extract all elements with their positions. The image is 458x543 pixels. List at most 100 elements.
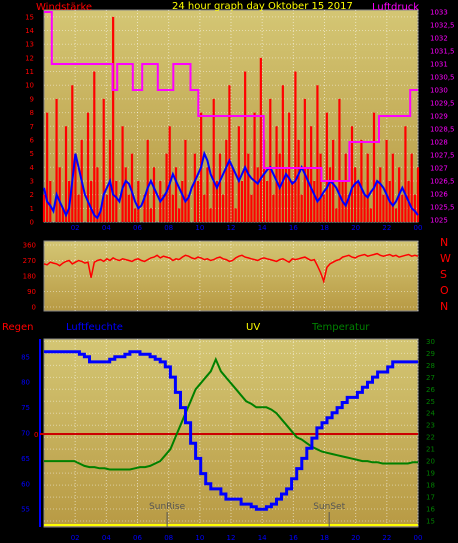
sunset-label: SunSet <box>313 502 345 512</box>
x-tick-label: 14 <box>258 534 267 542</box>
x-tick-label: 22 <box>382 224 391 232</box>
humidity-axis-label: Luftfeuchte <box>66 322 123 333</box>
humidity-tick-label: 80 <box>21 379 30 387</box>
temperature-tick-label: 17 <box>426 494 435 502</box>
temperature-tick-label: 26 <box>426 386 435 394</box>
x-tick-label: 04 <box>102 534 111 542</box>
direction-tick-label: 90 <box>27 288 36 296</box>
x-tick-label: 20 <box>351 534 360 542</box>
x-tick-label: 22 <box>382 534 391 542</box>
x-tick-label: 02 <box>71 224 80 232</box>
sunset-marker: SunSet <box>313 502 346 527</box>
wind-tick-label: 3 <box>30 177 34 185</box>
x-tick-label: 12 <box>227 224 236 232</box>
temperature-tick-label: 21 <box>426 446 435 454</box>
direction-tick-label: 180 <box>23 273 36 281</box>
x-tick-label: 14 <box>258 224 267 232</box>
pressure-tick-label: 1026 <box>430 191 448 199</box>
direction-tick-label: 0 <box>32 304 36 312</box>
temperature-tick-label: 20 <box>426 458 435 466</box>
temperature-tick-label: 29 <box>426 350 435 358</box>
pressure-tick-label: 1031 <box>430 61 448 69</box>
wind-tick-label: 5 <box>30 150 34 158</box>
uv-label: UV <box>246 322 260 333</box>
x-tick-label: 18 <box>320 534 329 542</box>
wind-tick-label: 11 <box>25 68 34 76</box>
pressure-tick-label: 1027 <box>430 165 448 173</box>
temperature-tick-label: 23 <box>426 422 435 430</box>
temperature-tick-label: 27 <box>426 374 435 382</box>
x-tick-label: 18 <box>320 224 329 232</box>
sunrise-label: SunRise <box>149 502 186 512</box>
x-tick-label: 08 <box>164 534 173 542</box>
humidity-tick-label: 55 <box>21 506 30 514</box>
direction-tick-label: 360 <box>23 242 36 250</box>
humidity-line <box>44 350 418 511</box>
x-tick-label: 16 <box>289 534 298 542</box>
wind-x-ticks: 02 04 06 08 10 12 14 16 18 20 22 00 <box>71 224 423 232</box>
wind-tick-label: 15 <box>25 13 34 21</box>
pressure-tick-label: 1032 <box>430 35 448 43</box>
temperature-tick-label: 28 <box>426 362 435 370</box>
humidity-tick-label: 70 <box>21 430 30 438</box>
wind-tick-label: 2 <box>30 191 34 199</box>
x-tick-label: 16 <box>289 224 298 232</box>
x-tick-label: 02 <box>71 534 80 542</box>
temperature-line <box>44 356 418 471</box>
temperature-tick-label: 15 <box>426 518 435 526</box>
humidity-tick-label: 65 <box>21 455 30 463</box>
x-tick-label: 06 <box>133 224 142 232</box>
chart-title: 24 hour graph day Oktober 15 2017 <box>172 1 353 12</box>
pressure-tick-label: 1031,5 <box>430 48 455 56</box>
x-tick-label: 00 <box>414 534 423 542</box>
wind-direction-line <box>43 252 419 284</box>
x-tick-label: 06 <box>133 534 142 542</box>
rain-zero-label: 0 <box>34 431 38 439</box>
compass-label: W <box>440 252 451 265</box>
pressure-axis-ticks: 1025 1025,5 1026 1026,5 1027 1027,5 1028 1028,5… <box>430 9 455 225</box>
temperature-tick-label: 25 <box>426 398 435 406</box>
sunrise-marker: SunRise <box>149 502 186 527</box>
wind-tick-label: 13 <box>25 41 34 49</box>
humidity-tick-label: 60 <box>21 480 30 488</box>
humidity-x-ticks: 02 04 06 08 10 12 14 16 18 20 22 00 <box>71 534 423 542</box>
compass-label: O <box>440 284 449 297</box>
pressure-tick-label: 1028,5 <box>430 126 455 134</box>
temperature-tick-label: 16 <box>426 506 435 514</box>
rain-axis-label: Regen <box>2 322 34 333</box>
temperature-axis-ticks: 15 16 17 18 19 20 21 22 23 24 25 26 27 28 29 30 <box>426 338 435 526</box>
direction-tick-label: 270 <box>23 257 36 265</box>
wind-tick-label: 14 <box>25 27 34 35</box>
temperature-tick-label: 19 <box>426 470 435 478</box>
compass-label: N <box>440 236 448 249</box>
pressure-tick-label: 1026,5 <box>430 178 455 186</box>
wind-tick-label: 4 <box>30 164 35 172</box>
pressure-tick-label: 1029 <box>430 113 448 121</box>
pressure-tick-label: 1025 <box>430 217 448 225</box>
x-tick-label: 20 <box>351 224 360 232</box>
wind-tick-label: 0 <box>30 219 34 227</box>
pressure-tick-label: 1030,5 <box>430 74 455 82</box>
x-tick-label: 12 <box>227 534 236 542</box>
direction-axis-ticks: 0 90 180 270 360 <box>23 242 36 312</box>
humidity-tick-label: 85 <box>21 353 30 361</box>
pressure-tick-label: 1027,5 <box>430 152 455 160</box>
x-tick-label: 10 <box>195 534 204 542</box>
x-tick-label: 00 <box>414 224 423 232</box>
wind-tick-label: 10 <box>25 82 34 90</box>
wind-tick-label: 7 <box>30 123 34 131</box>
pressure-tick-label: 1032,5 <box>430 22 455 30</box>
compass-label: S <box>440 268 447 281</box>
temperature-tick-label: 30 <box>426 338 435 346</box>
wind-tick-label: 8 <box>30 109 34 117</box>
x-tick-label: 04 <box>102 224 111 232</box>
wind-tick-label: 1 <box>30 205 34 213</box>
pressure-tick-label: 1029,5 <box>430 100 455 108</box>
pressure-tick-label: 1028 <box>430 139 448 147</box>
humidity-axis-ticks: 55 60 65 70 75 80 85 <box>21 353 30 513</box>
compass-label: N <box>440 300 448 313</box>
pressure-tick-label: 1030 <box>430 87 448 95</box>
